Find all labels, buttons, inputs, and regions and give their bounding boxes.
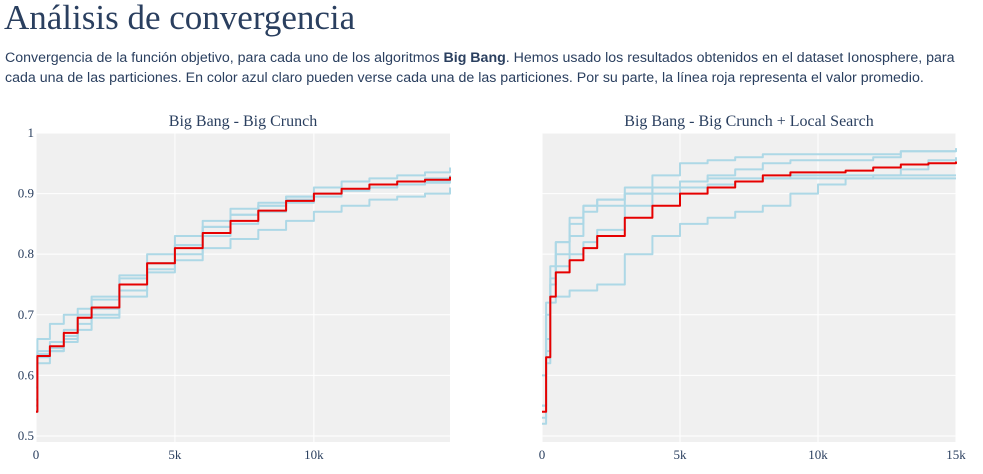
description-suffix: . Hemos usado los resultados obtenidos e…: [5, 50, 955, 86]
page-title: Análisis de convergencia: [4, 0, 356, 37]
mean-line: [542, 161, 957, 413]
x-tick-label: 5k: [168, 447, 182, 462]
chart-1: 0.5 0.6 0.7 0.8 0.9 1 0 5k 10k Big Bang - Big Cru…: [18, 113, 451, 462]
x-tick-label: 10k: [304, 447, 324, 462]
plot-area: [542, 133, 956, 442]
chart-2: 0 5k 10k 15k Big Bang - Big Crunch + Local S…: [539, 113, 967, 462]
page-description: Convergencia de la función objetivo, par…: [5, 48, 980, 88]
x-tick-label: 0: [539, 447, 546, 462]
y-tick-label: 0.7: [18, 307, 35, 322]
y-tick-label: 0.9: [18, 186, 34, 201]
x-tick-label: 0: [33, 447, 40, 462]
y-tick-label: 0.6: [18, 367, 35, 382]
description-prefix: Convergencia de la función objetivo, par…: [5, 50, 444, 66]
y-tick-label: 1: [28, 125, 35, 140]
chart-title: Big Bang - Big Crunch + Local Search: [624, 113, 873, 130]
y-tick-label: 0.5: [18, 428, 34, 443]
x-tick-label: 5k: [674, 447, 688, 462]
x-tick-label: 15k: [946, 447, 966, 462]
y-tick-label: 0.8: [18, 246, 34, 261]
partition-line: [542, 157, 957, 407]
mean-line: [36, 176, 451, 413]
description-algorithm: Big Bang: [443, 50, 506, 66]
chart-title: Big Bang - Big Crunch: [169, 113, 317, 130]
x-tick-label: 10k: [808, 447, 828, 462]
